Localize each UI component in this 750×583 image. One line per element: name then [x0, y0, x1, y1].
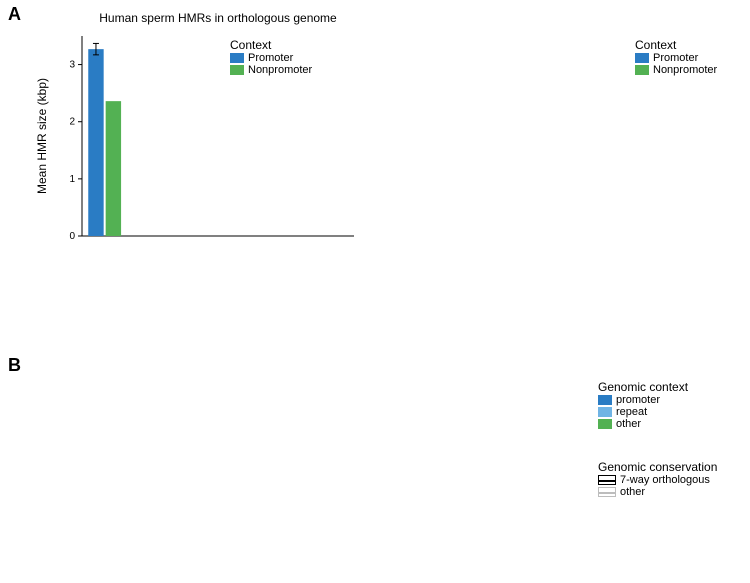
svg-text:Human sperm HMRs in orthologou: Human sperm HMRs in orthologous genome — [99, 11, 337, 25]
panel-b-label: B — [8, 355, 21, 376]
swatch-nonpromoter — [635, 65, 649, 75]
legend-item-promoter: promoter — [598, 394, 688, 406]
panel-a-legend-left: Context Promoter Nonpromoter — [230, 38, 312, 76]
legend-title: Context — [635, 38, 717, 52]
swatch-box-other — [598, 487, 616, 497]
legend-item-repeat: repeat — [598, 406, 688, 418]
legend-item-ortho: 7-way orthologous — [598, 474, 717, 486]
legend-title: Genomic conservation — [598, 460, 717, 474]
panel-b-chart — [30, 358, 590, 578]
svg-text:2: 2 — [69, 117, 75, 128]
legend-item-cons-other: other — [598, 486, 717, 498]
svg-text:3: 3 — [69, 60, 75, 71]
legend-item-nonpromoter: Nonpromoter — [230, 64, 312, 76]
swatch-repeat — [598, 407, 612, 417]
svg-text:1: 1 — [69, 174, 75, 185]
swatch-nonpromoter — [230, 65, 244, 75]
legend-title: Context — [230, 38, 312, 52]
swatch-promoter — [635, 53, 649, 63]
panel-a-legend-right: Context Promoter Nonpromoter — [635, 38, 717, 76]
legend-item-nonpromoter: Nonpromoter — [635, 64, 717, 76]
panel-a-label: A — [8, 4, 21, 25]
svg-text:Mean HMR size (kbp): Mean HMR size (kbp) — [35, 78, 49, 194]
swatch-promoter — [230, 53, 244, 63]
panel-b-legend-conservation: Genomic conservation 7-way orthologous o… — [598, 460, 717, 498]
legend-title: Genomic context — [598, 380, 688, 394]
legend-item-other: other — [598, 418, 688, 430]
panel-b-legend-context: Genomic context promoter repeat other — [598, 380, 688, 430]
swatch-box-ortho — [598, 475, 616, 485]
svg-text:0: 0 — [69, 231, 75, 242]
legend-item-promoter: Promoter — [635, 52, 717, 64]
legend-item-promoter: Promoter — [230, 52, 312, 64]
swatch-promoter — [598, 395, 612, 405]
swatch-other — [598, 419, 612, 429]
